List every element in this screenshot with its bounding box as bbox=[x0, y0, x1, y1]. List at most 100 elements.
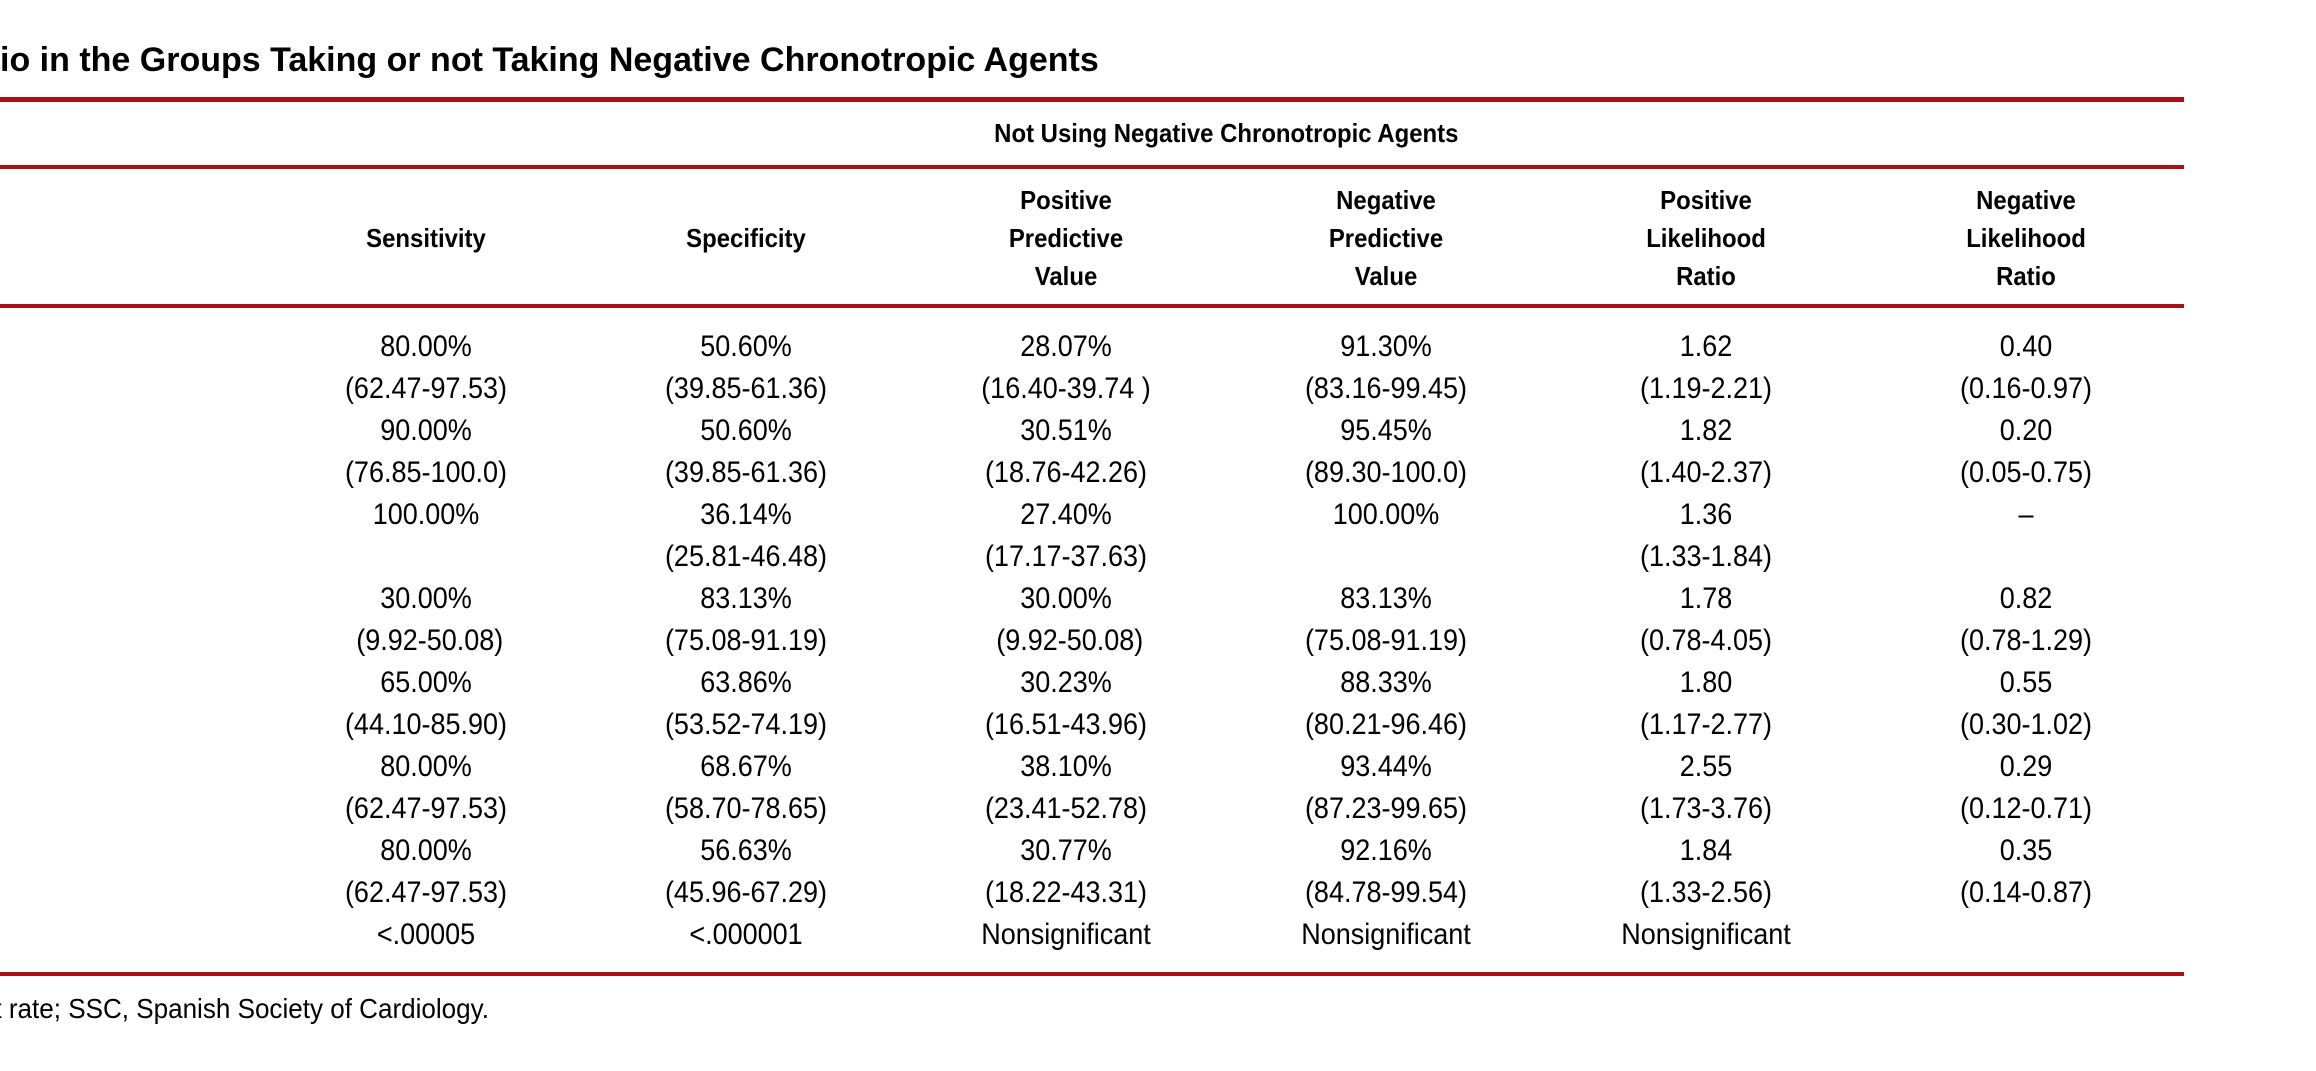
column-header-positive-predictive-value: Positive Predictive Value bbox=[1008, 185, 1124, 291]
cell-value: 100.00% bbox=[1332, 498, 1440, 531]
table-cell: Nonsignificant bbox=[906, 914, 1226, 956]
table-cell: 50.60% (39.85-61.36) bbox=[586, 410, 906, 494]
cell-value: <.00005 bbox=[376, 918, 476, 951]
row-label-spacer bbox=[0, 746, 266, 830]
bottom-rule bbox=[0, 972, 2184, 976]
table-cell: 30.00% (9.92-50.08) bbox=[266, 578, 586, 662]
table-cell: <.00005 bbox=[266, 914, 586, 956]
cell-confidence-interval: (83.16-99.45) bbox=[1304, 372, 1468, 405]
cell-value: 90.00% bbox=[380, 414, 472, 447]
table-cell: 100.00% bbox=[266, 494, 586, 578]
spanner-rule bbox=[0, 165, 2184, 169]
table-cell: 27.40% (17.17-37.63) bbox=[906, 494, 1226, 578]
cell-confidence-interval: (1.73-3.76) bbox=[1639, 792, 1773, 825]
table-title: io in the Groups Taking or not Taking Ne… bbox=[0, 41, 1099, 79]
cell-confidence-interval: (89.30-100.0) bbox=[1304, 456, 1468, 489]
table-cell: 1.80 (1.17-2.77) bbox=[1546, 662, 1866, 746]
row-label-spacer bbox=[0, 830, 266, 914]
cell-value: <.000001 bbox=[689, 918, 803, 951]
cell-value: 80.00% bbox=[380, 834, 472, 867]
cell-confidence-interval: (18.22-43.31) bbox=[984, 876, 1148, 909]
table-cell: 30.51% (18.76-42.26) bbox=[906, 410, 1226, 494]
cell-confidence-interval: (1.19-2.21) bbox=[1639, 372, 1773, 405]
cell-confidence-interval: (1.17-2.77) bbox=[1639, 708, 1773, 741]
table-cell: 0.35 (0.14-0.87) bbox=[1866, 830, 2186, 914]
cell-confidence-interval: (16.51-43.96) bbox=[984, 708, 1148, 741]
column-header-negative-likelihood-ratio: Negative Likelihood Ratio bbox=[1966, 185, 2086, 291]
table-row: 80.00% (62.47-97.53) 56.63% (45.96-67.29) 30… bbox=[0, 830, 2186, 914]
cell-confidence-interval: (44.10-85.90) bbox=[344, 708, 508, 741]
table-cell: 91.30% (83.16-99.45) bbox=[1226, 326, 1546, 410]
table-cell: 36.14% (25.81-46.48) bbox=[586, 494, 906, 578]
cell-confidence-interval: (1.33-2.56) bbox=[1639, 876, 1773, 909]
column-spanner: Not Using Negative Chronotropic Agents bbox=[266, 102, 2186, 164]
table-cell: 63.86% (53.52-74.19) bbox=[586, 662, 906, 746]
table-cell: <.000001 bbox=[586, 914, 906, 956]
cell-value: 1.80 bbox=[1679, 666, 1733, 699]
table-cell: Nonsignificant bbox=[1546, 914, 1866, 956]
table-cell: 28.07% (16.40-39.74 ) bbox=[906, 326, 1226, 410]
cell-confidence-interval: (84.78-99.54) bbox=[1304, 876, 1468, 909]
cell-value: 1.36 bbox=[1679, 498, 1733, 531]
cell-confidence-interval: (75.08-91.19) bbox=[664, 624, 828, 657]
cell-confidence-interval: (0.30-1.02) bbox=[1959, 708, 2093, 741]
cell-confidence-interval: (9.92-50.08) bbox=[348, 624, 504, 657]
cell-value: 93.44% bbox=[1340, 750, 1432, 783]
cell-value: 63.86% bbox=[700, 666, 792, 699]
cell-value: 28.07% bbox=[1020, 330, 1112, 363]
table-cell: 68.67% (58.70-78.65) bbox=[586, 746, 906, 830]
cell-value: 30.00% bbox=[1020, 582, 1112, 615]
table-cell: Nonsignificant bbox=[1226, 914, 1546, 956]
table-cell: 50.60% (39.85-61.36) bbox=[586, 326, 906, 410]
row-label-spacer bbox=[0, 410, 266, 494]
cell-confidence-interval: (62.47-97.53) bbox=[344, 876, 508, 909]
cell-value: 0.55 bbox=[1999, 666, 2053, 699]
cell-confidence-interval: (62.47-97.53) bbox=[344, 372, 508, 405]
top-rule bbox=[0, 97, 2184, 102]
cell-value: 0.20 bbox=[1999, 414, 2053, 447]
cell-confidence-interval: (87.23-99.65) bbox=[1304, 792, 1468, 825]
cell-confidence-interval: (0.14-0.87) bbox=[1959, 876, 2093, 909]
cell-confidence-interval: (23.41-52.78) bbox=[984, 792, 1148, 825]
table-cell: 95.45% (89.30-100.0) bbox=[1226, 410, 1546, 494]
cell-confidence-interval: (45.96-67.29) bbox=[664, 876, 828, 909]
table-cell: 30.23% (16.51-43.96) bbox=[906, 662, 1226, 746]
table-cell: 30.77% (18.22-43.31) bbox=[906, 830, 1226, 914]
cell-value: 83.13% bbox=[1340, 582, 1432, 615]
row-label-spacer bbox=[0, 326, 266, 410]
table-cell: 0.82 (0.78-1.29) bbox=[1866, 578, 2186, 662]
cell-value: 83.13% bbox=[700, 582, 792, 615]
cell-value: Nonsignificant bbox=[981, 918, 1151, 951]
table-row: 90.00% (76.85-100.0) 50.60% (39.85-61.36) 30… bbox=[0, 410, 2186, 494]
row-label-spacer bbox=[0, 578, 266, 662]
cell-value: 100.00% bbox=[372, 498, 480, 531]
table-cell: 93.44% (87.23-99.65) bbox=[1226, 746, 1546, 830]
cell-confidence-interval: (53.52-74.19) bbox=[664, 708, 828, 741]
cell-value: 68.67% bbox=[700, 750, 792, 783]
cell-value: 0.35 bbox=[1999, 834, 2053, 867]
table-cell: 92.16% (84.78-99.54) bbox=[1226, 830, 1546, 914]
cell-confidence-interval: (58.70-78.65) bbox=[664, 792, 828, 825]
table-row: 80.00% (62.47-97.53) 50.60% (39.85-61.36) 28… bbox=[0, 326, 2186, 410]
table-body: 80.00% (62.47-97.53) 50.60% (39.85-61.36) 28… bbox=[0, 326, 2186, 956]
cell-value: 30.77% bbox=[1020, 834, 1112, 867]
table-cell: 0.40 (0.16-0.97) bbox=[1866, 326, 2186, 410]
cell-value: 0.82 bbox=[1999, 582, 2053, 615]
cell-confidence-interval: (25.81-46.48) bbox=[664, 540, 828, 573]
table-cell: 1.36 (1.33-1.84) bbox=[1546, 494, 1866, 578]
cell-value: 38.10% bbox=[1020, 750, 1112, 783]
row-label-spacer bbox=[0, 914, 266, 956]
table-row: 65.00% (44.10-85.90) 63.86% (53.52-74.19) 30… bbox=[0, 662, 2186, 746]
table-row: 100.00% 36.14% (25.81-46.48) 27.40% (17.17-3… bbox=[0, 494, 2186, 578]
table-row: 80.00% (62.47-97.53) 68.67% (58.70-78.65) 38… bbox=[0, 746, 2186, 830]
cell-confidence-interval: (76.85-100.0) bbox=[344, 456, 508, 489]
column-header-positive-likelihood-ratio: Positive Likelihood Ratio bbox=[1646, 185, 1766, 291]
table-cell: 30.00% (9.92-50.08) bbox=[906, 578, 1226, 662]
cell-confidence-interval: (0.12-0.71) bbox=[1959, 792, 2093, 825]
cell-confidence-interval: (0.78-1.29) bbox=[1959, 624, 2093, 657]
table-cell: 80.00% (62.47-97.53) bbox=[266, 746, 586, 830]
table-footnote: t rate; SSC, Spanish Society of Cardiolo… bbox=[0, 993, 489, 1024]
cell-value: Nonsignificant bbox=[1621, 918, 1791, 951]
cell-value: – bbox=[2018, 498, 2034, 531]
table-cell: 0.20 (0.05-0.75) bbox=[1866, 410, 2186, 494]
